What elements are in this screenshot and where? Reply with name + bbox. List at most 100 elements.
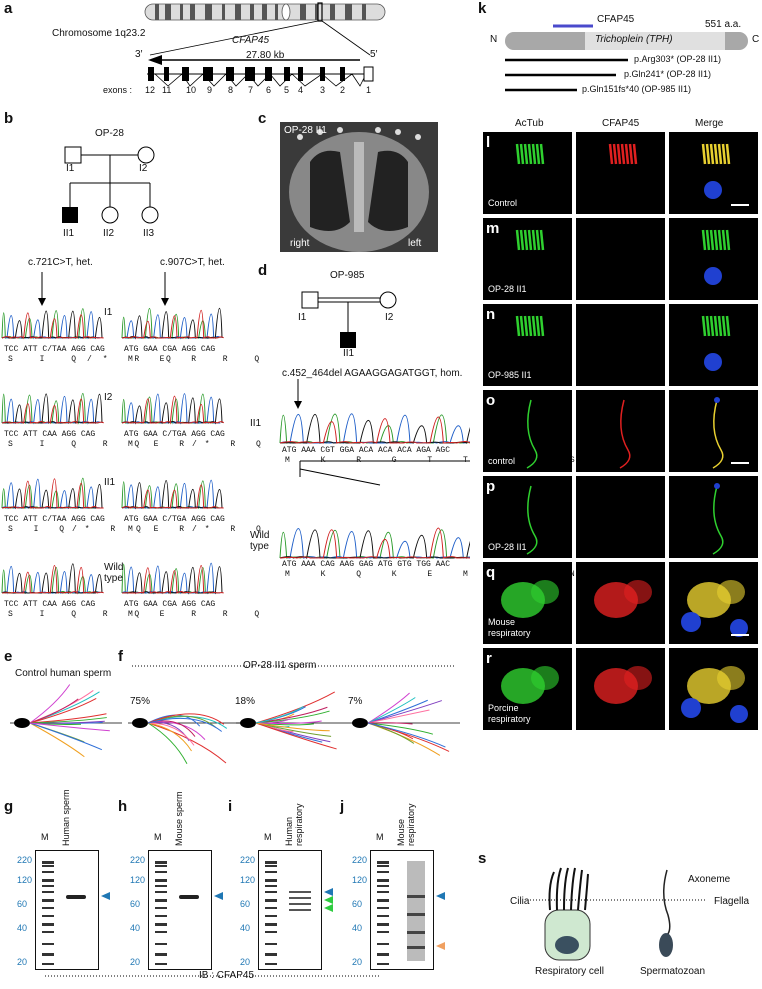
panel-label-e: e	[4, 648, 13, 665]
mw-60-i: 60	[240, 899, 251, 909]
aa1-II1: S I Q/* R Q	[8, 525, 149, 534]
micrograph-n-merge	[669, 304, 758, 386]
mw-60-j: 60	[352, 899, 363, 909]
col-cfap45: CFAP45	[602, 118, 640, 129]
arrowheads-j	[434, 850, 448, 973]
d-aa-patient: M K R G T T T R S	[285, 456, 588, 465]
mw-60-h: 60	[130, 899, 141, 909]
panel-label-s: s	[478, 850, 487, 867]
aa2-II1: M E R/* R Q	[128, 525, 269, 534]
mw-40-h: 40	[130, 923, 141, 933]
mw-40-j: 40	[352, 923, 363, 933]
seq1-II1: TCC ATT C/TAA AGG CAG	[4, 515, 105, 524]
k-protein: CFAP45	[597, 14, 635, 25]
seq2-I2: ATG GAA C/TGA AGG CAG	[124, 430, 225, 439]
micro-row-label-m: OP-28 II1	[488, 284, 527, 294]
arrowheads-g	[99, 850, 113, 973]
micrograph-r-merge	[669, 648, 758, 730]
aa1-wt: S I Q R Q	[8, 610, 151, 619]
panel-label-g: g	[4, 798, 14, 815]
row-I1: I1	[104, 307, 113, 318]
mw-60-g: 60	[17, 899, 28, 909]
exon-6: 6	[266, 85, 272, 95]
ped985-I1: I1	[298, 312, 307, 323]
seq2-II1: ATG GAA C/TGA AGG CAG	[124, 515, 225, 524]
micrograph-o-actub: control	[483, 390, 572, 472]
mw-220-j: 220	[352, 855, 368, 865]
s-sperm: Spermatozoan	[640, 966, 706, 977]
row-II1: II1	[104, 477, 116, 488]
col-actub: AcTub	[515, 118, 544, 129]
ped-I1: I1	[66, 163, 75, 174]
panel-label-r: r	[486, 650, 492, 667]
ct-title: OP-28 II1	[284, 125, 327, 136]
mutation-2: c.907C>T, het.	[160, 257, 225, 268]
seq1-wt: TCC ATT CAA AGG CAG	[4, 600, 96, 609]
family-op985: OP-985	[330, 270, 365, 281]
ped-II3: II3	[143, 228, 155, 239]
mw-220-i: 220	[240, 855, 256, 865]
d-row-wt: Wild type	[250, 530, 270, 552]
mw-120-i: 120	[240, 875, 256, 885]
k-variant-1: p.Arg303* (OP-28 II1)	[634, 54, 722, 64]
ct-left: left	[408, 238, 422, 249]
aa2-I1: M E R R Q	[128, 355, 271, 364]
panel-label-m: m	[486, 220, 500, 237]
exon-4: 4	[298, 85, 304, 95]
micro-row-label-l: Control	[488, 198, 518, 208]
seq2-I1: ATG GAA CGA AGG CAG	[124, 345, 216, 354]
k-variant-2: p.Gln241* (OP-28 II1)	[624, 69, 712, 79]
row-wildtype: Wild type	[104, 562, 124, 584]
lane-label-j: Mouse respiratory	[396, 803, 416, 846]
k-variant-3: p.Gln151fs*40 (OP-985 II1)	[582, 84, 692, 94]
aa2-I2: M E R/* R Q	[128, 440, 269, 449]
f-pct-18: 18%	[235, 696, 256, 707]
k-length: 551 a.a.	[705, 19, 742, 30]
panel-label-h: h	[118, 798, 128, 815]
row-I2: I2	[104, 392, 113, 403]
d-seq-patient: ATG AAA CGT GGA ACA ACA ACA AGA AGC	[282, 446, 451, 455]
end-5prime: 5′	[370, 49, 378, 60]
exon-8: 8	[228, 85, 234, 95]
micrograph-p-cfap45	[576, 476, 665, 558]
panel-label-c: c	[258, 110, 267, 127]
family-op28: OP-28	[95, 128, 124, 139]
marker-label-g: M	[41, 832, 49, 842]
mw-40-i: 40	[240, 923, 251, 933]
micrograph-m-merge	[669, 218, 758, 300]
arrowheads-h	[212, 850, 226, 973]
s-cell: Respiratory cell	[535, 966, 604, 977]
protein-diagram	[505, 24, 748, 92]
panel-label-f: f	[118, 648, 123, 665]
d-seq-wt: ATG AAA CAG AAG GAG ATG GTG TGG AAC	[282, 560, 451, 569]
seq2-wt: ATG GAA CGA AGG CAG	[124, 600, 216, 609]
ped985-I2: I2	[385, 312, 394, 323]
ib-label: IB : CFAP45	[195, 970, 259, 981]
chromosome-label: Chromosome 1q23.2	[52, 28, 146, 39]
ped-II1: II1	[63, 228, 75, 239]
chromatograms-b	[1, 272, 225, 595]
mw-120-g: 120	[17, 875, 33, 885]
ct-right: right	[290, 238, 310, 249]
micrograph-l-actub: Control	[483, 132, 572, 214]
f-pct-7: 7%	[348, 696, 363, 707]
exon-7: 7	[248, 85, 254, 95]
exon-2: 2	[340, 85, 346, 95]
end-3prime: 3′	[135, 49, 143, 60]
micro-row-label-n: OP-985 II1	[488, 370, 532, 380]
marker-label-j: M	[376, 832, 384, 842]
chromatograms-d	[279, 379, 470, 559]
d-aa-wt: M K Q K E M V W N	[285, 570, 588, 579]
mw-40-g: 40	[17, 923, 28, 933]
mutation-1: c.721C>T, het.	[28, 257, 93, 268]
panel-label-i: i	[228, 798, 233, 815]
ct-scan-image	[280, 122, 438, 252]
western-blot-j	[370, 850, 434, 970]
ped-II2: II2	[103, 228, 115, 239]
lane-label-g: Human sperm	[61, 789, 71, 846]
gene-name: CFAP45	[232, 35, 270, 46]
seq1-I2: TCC ATT CAA AGG CAG	[4, 430, 96, 439]
micrograph-p-merge	[669, 476, 758, 558]
panel-label-j: j	[340, 798, 345, 815]
mw-220-g: 220	[17, 855, 33, 865]
